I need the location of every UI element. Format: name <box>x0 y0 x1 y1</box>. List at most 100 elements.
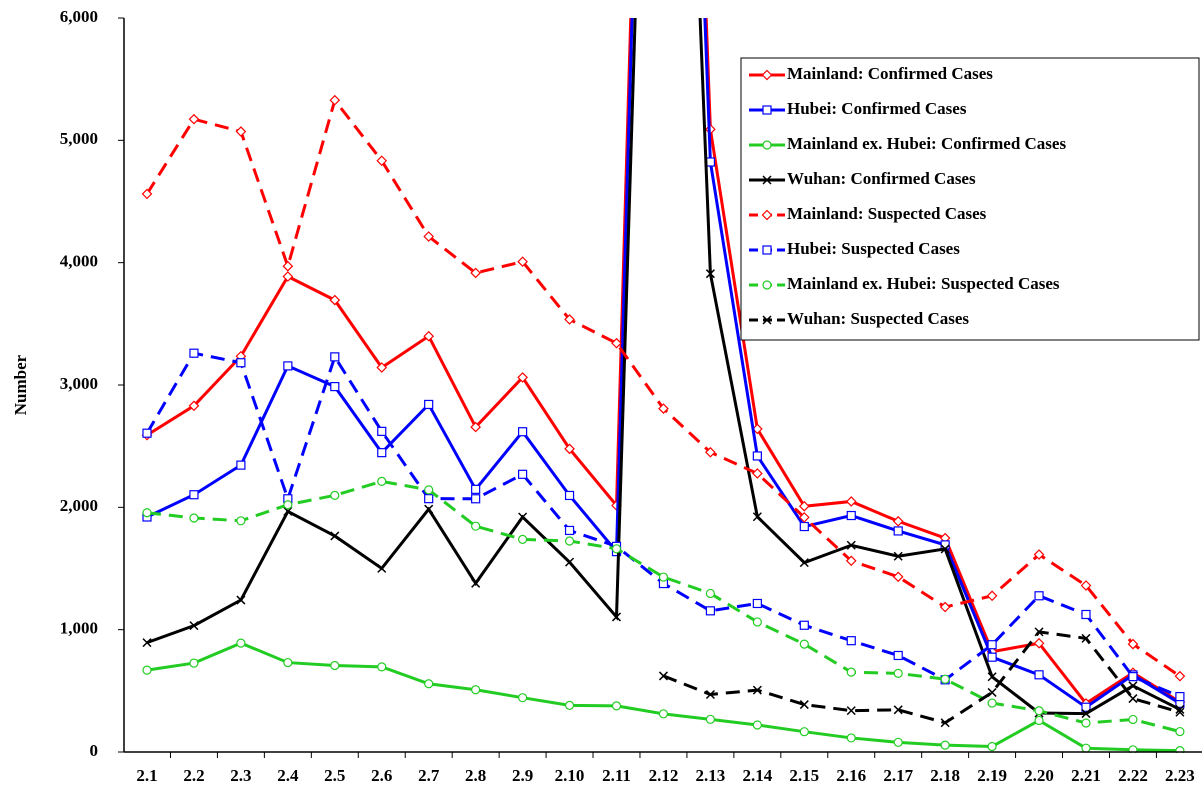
marker <box>189 490 199 500</box>
marker <box>893 668 903 678</box>
x-tick-label: 2.10 <box>555 766 585 785</box>
marker <box>1175 691 1185 702</box>
marker <box>1128 672 1138 682</box>
y-tick-label: 4,000 <box>60 252 98 271</box>
marker <box>892 515 904 527</box>
marker <box>705 714 716 724</box>
marker <box>658 403 669 414</box>
marker <box>1128 714 1138 725</box>
marker <box>377 476 387 486</box>
y-tick-label: 6,000 <box>60 7 98 26</box>
y-tick-label: 1,000 <box>60 619 98 638</box>
series-line <box>146 18 1181 716</box>
marker <box>142 665 152 675</box>
marker <box>1128 681 1138 691</box>
marker <box>762 315 772 325</box>
marker <box>1033 549 1045 560</box>
marker <box>330 531 340 541</box>
marker <box>517 693 528 703</box>
marker <box>189 658 199 668</box>
marker <box>1175 707 1185 717</box>
marker <box>987 652 997 662</box>
series-line <box>146 18 1181 710</box>
marker <box>517 372 528 383</box>
marker <box>471 484 481 494</box>
marker <box>799 700 809 710</box>
marker <box>1175 746 1185 753</box>
marker <box>236 595 246 605</box>
marker <box>752 512 762 522</box>
legend-label: Wuhan: Confirmed Cases <box>787 169 976 188</box>
marker <box>376 155 388 167</box>
marker <box>1175 704 1185 714</box>
marker <box>986 590 998 602</box>
marker <box>705 689 715 700</box>
marker <box>517 427 528 437</box>
marker <box>799 521 809 532</box>
x-tick-label: 2.17 <box>883 766 913 785</box>
marker <box>282 271 294 282</box>
x-tick-label: 2.19 <box>977 766 1007 785</box>
marker <box>424 494 434 504</box>
x-tick-label: 2.1 <box>136 766 157 785</box>
y-tick-label: 3,000 <box>60 374 98 393</box>
marker <box>1033 637 1045 649</box>
marker <box>845 496 857 507</box>
marker <box>658 671 668 681</box>
marker <box>236 460 246 470</box>
y-tick-label: 0 <box>90 741 99 760</box>
x-tick-label: 2.12 <box>649 766 679 785</box>
legend-label: Mainland ex. Hubei: Confirmed Cases <box>787 134 1066 153</box>
marker <box>470 421 481 433</box>
marker <box>752 617 762 627</box>
marker <box>845 555 857 567</box>
marker <box>471 578 481 588</box>
marker <box>893 705 903 715</box>
legend-label: Mainland: Suspected Cases <box>787 204 987 223</box>
marker <box>611 544 622 554</box>
marker <box>892 571 904 583</box>
marker <box>1034 706 1044 716</box>
marker <box>330 490 340 500</box>
marker <box>1034 627 1044 637</box>
marker <box>517 534 528 544</box>
x-tick-label: 2.4 <box>277 766 299 785</box>
marker <box>471 685 481 695</box>
marker <box>987 640 997 650</box>
marker <box>236 516 246 526</box>
marker <box>987 672 997 682</box>
marker <box>564 314 575 325</box>
marker <box>611 701 622 711</box>
marker <box>564 443 575 455</box>
marker <box>658 572 669 582</box>
marker <box>799 620 809 630</box>
marker <box>762 105 772 115</box>
marker <box>893 650 903 661</box>
marker <box>564 525 575 536</box>
marker <box>846 510 856 521</box>
marker <box>1175 726 1185 737</box>
marker <box>762 280 772 290</box>
marker <box>705 606 716 616</box>
marker <box>799 639 809 649</box>
marker <box>1081 609 1091 620</box>
series-line <box>146 18 1181 706</box>
marker <box>939 601 951 613</box>
marker <box>1034 591 1044 601</box>
marker <box>471 494 481 504</box>
x-tick-label: 2.13 <box>696 766 726 785</box>
marker <box>236 638 246 648</box>
marker <box>1128 694 1138 704</box>
marker <box>377 448 387 458</box>
marker <box>846 706 856 716</box>
series-line <box>146 641 1180 753</box>
y-tick-label: 5,000 <box>60 129 98 148</box>
marker <box>423 231 435 242</box>
marker <box>705 157 716 167</box>
marker <box>282 260 294 272</box>
legend-label: Hubei: Confirmed Cases <box>787 99 967 118</box>
marker <box>329 294 341 306</box>
marker <box>940 544 950 554</box>
marker <box>564 490 575 501</box>
